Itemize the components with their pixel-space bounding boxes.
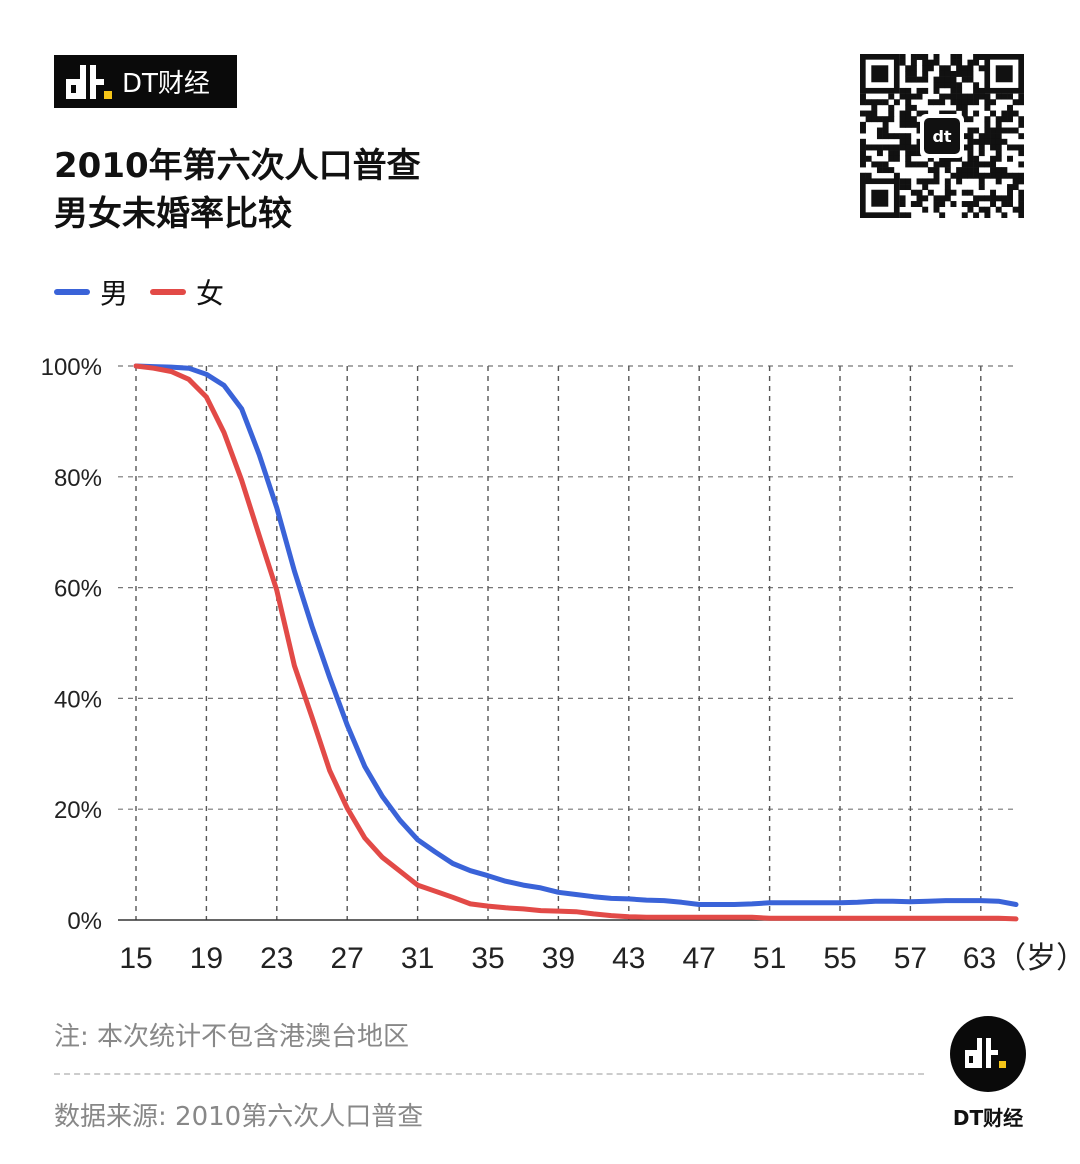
x-tick-label: 43	[612, 942, 645, 975]
footer-brand: DT财经	[952, 1106, 1024, 1130]
brand-name: DT财经	[122, 69, 210, 99]
x-tick-label: 23	[260, 942, 293, 975]
legend-swatch-male	[54, 289, 90, 295]
x-tick-label: 57	[894, 942, 927, 975]
x-tick-label: 63（岁）	[963, 942, 1080, 975]
dt-logo-icon	[950, 1016, 1026, 1092]
dt-logo-icon	[66, 64, 114, 99]
x-tick-label: 19	[190, 942, 223, 975]
legend-item-male: 男	[54, 272, 128, 312]
x-tick-label: 27	[331, 942, 364, 975]
qr-code[interactable]: dt	[860, 54, 1025, 219]
x-tick-label: 39	[542, 942, 575, 975]
line-chart: 0% 20% 40% 60% 80% 100% 15 19 23 27 31 35 39 43 47 51 55…	[41, 354, 1080, 975]
x-tick-label: 47	[683, 942, 716, 975]
footnote: 注: 本次统计不包含港澳台地区	[54, 1022, 410, 1052]
divider	[54, 1073, 924, 1075]
legend-label-female: 女	[196, 277, 225, 310]
y-tick-label: 20%	[54, 797, 102, 824]
series-line-male	[133, 363, 1019, 907]
x-tick-label: 31	[401, 942, 434, 975]
legend-item-female: 女	[150, 272, 224, 312]
chart-title-line1: 2010年第六次人口普查	[54, 146, 421, 186]
series-line-female	[133, 363, 1019, 922]
y-tick-label: 60%	[54, 576, 102, 603]
svg-text:dt: dt	[932, 127, 951, 146]
legend-label-male: 男	[100, 277, 129, 310]
x-tick-label: 35	[471, 942, 504, 975]
legend: 男 女	[54, 272, 246, 312]
qr-pattern: dt	[860, 54, 1025, 219]
y-tick-label: 0%	[67, 908, 102, 935]
x-tick-label: 55	[823, 942, 856, 975]
x-tick-label: 51	[753, 942, 786, 975]
x-tick-label: 15	[119, 942, 152, 975]
data-source: 数据来源: 2010第六次人口普查	[54, 1102, 424, 1132]
y-tick-label: 100%	[41, 354, 102, 381]
legend-swatch-female	[150, 289, 187, 295]
y-tick-label: 40%	[54, 686, 102, 713]
y-tick-label: 80%	[54, 465, 102, 492]
chart-title-line2: 男女未婚率比较	[54, 194, 292, 234]
brand-logo: DT财经	[54, 55, 237, 108]
